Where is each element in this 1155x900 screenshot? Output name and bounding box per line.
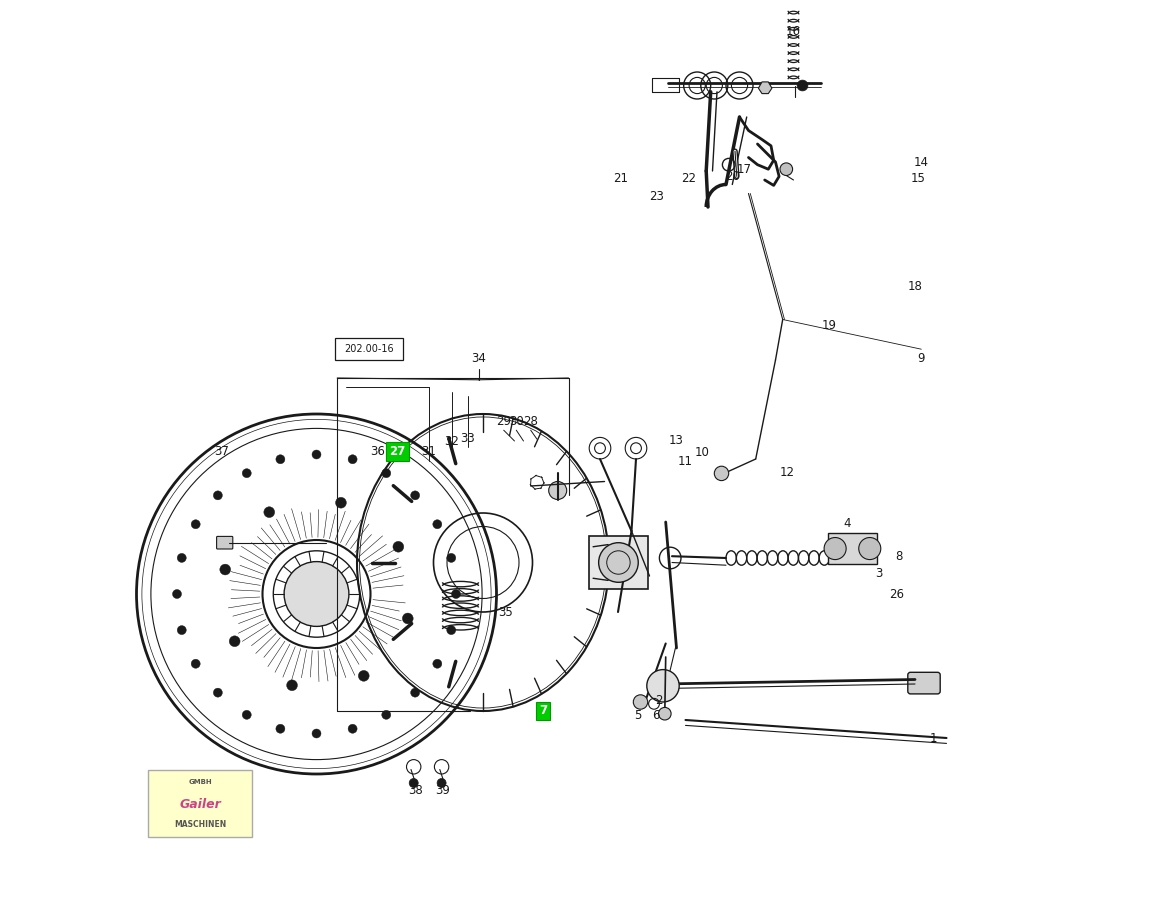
Circle shape: [214, 688, 223, 698]
Text: Gailer: Gailer: [179, 798, 221, 811]
Text: GMBH: GMBH: [188, 778, 211, 785]
Text: 20: 20: [725, 170, 739, 183]
Text: 26: 26: [889, 588, 904, 600]
Circle shape: [177, 554, 186, 562]
Text: 202.00-16: 202.00-16: [344, 344, 394, 355]
Circle shape: [549, 482, 567, 500]
Text: 1: 1: [930, 732, 937, 744]
Text: 23: 23: [649, 190, 664, 203]
Circle shape: [447, 554, 456, 562]
FancyBboxPatch shape: [589, 536, 648, 589]
Circle shape: [243, 710, 252, 719]
FancyBboxPatch shape: [828, 533, 877, 564]
Circle shape: [409, 778, 418, 788]
Text: 31: 31: [422, 446, 437, 458]
Circle shape: [336, 498, 346, 508]
FancyBboxPatch shape: [148, 770, 252, 837]
Circle shape: [276, 454, 285, 464]
Circle shape: [437, 778, 446, 788]
Text: 39: 39: [435, 784, 450, 796]
Circle shape: [382, 469, 390, 478]
Circle shape: [825, 537, 847, 560]
Circle shape: [633, 695, 648, 709]
Text: 9: 9: [917, 352, 925, 365]
Circle shape: [192, 520, 200, 529]
Polygon shape: [759, 82, 772, 94]
Circle shape: [312, 450, 321, 459]
Text: 6: 6: [653, 709, 660, 722]
Circle shape: [433, 520, 442, 529]
Text: 37: 37: [215, 446, 230, 458]
Text: 35: 35: [498, 606, 513, 618]
Circle shape: [598, 543, 639, 582]
Circle shape: [229, 635, 240, 646]
Text: 34: 34: [471, 352, 486, 365]
Circle shape: [192, 659, 200, 668]
Circle shape: [780, 163, 792, 176]
Text: 4: 4: [844, 518, 851, 530]
Text: 3: 3: [875, 567, 882, 580]
Circle shape: [393, 541, 404, 552]
Text: 33: 33: [461, 432, 475, 445]
Text: 28: 28: [523, 415, 538, 428]
Text: 7: 7: [539, 705, 547, 717]
Text: 14: 14: [914, 156, 929, 168]
Text: 21: 21: [613, 172, 628, 184]
Text: 36: 36: [371, 446, 385, 458]
Circle shape: [658, 707, 671, 720]
Text: MASCHINEN: MASCHINEN: [173, 821, 226, 830]
Text: 8: 8: [895, 550, 902, 562]
Text: 16: 16: [787, 25, 802, 38]
Circle shape: [348, 724, 357, 733]
Text: 27: 27: [390, 446, 405, 458]
Circle shape: [177, 626, 186, 634]
FancyBboxPatch shape: [908, 672, 940, 694]
Circle shape: [276, 724, 285, 733]
Circle shape: [286, 680, 298, 690]
Circle shape: [284, 562, 349, 626]
Circle shape: [411, 491, 419, 500]
Circle shape: [452, 590, 461, 598]
Circle shape: [402, 613, 413, 624]
Text: 32: 32: [444, 436, 459, 448]
Text: 13: 13: [669, 435, 684, 447]
FancyBboxPatch shape: [217, 536, 233, 549]
Text: 29: 29: [497, 415, 512, 428]
Circle shape: [859, 537, 881, 560]
Circle shape: [312, 729, 321, 738]
Circle shape: [172, 590, 181, 598]
Text: 38: 38: [408, 784, 423, 796]
Circle shape: [447, 626, 456, 634]
Text: 11: 11: [678, 455, 693, 468]
Text: 30: 30: [509, 415, 523, 428]
Circle shape: [214, 491, 223, 500]
Circle shape: [263, 507, 275, 517]
Text: 27: 27: [389, 446, 405, 458]
Circle shape: [348, 454, 357, 464]
Circle shape: [411, 688, 419, 698]
Text: 22: 22: [680, 172, 695, 184]
Text: 12: 12: [780, 466, 795, 479]
Text: 18: 18: [908, 280, 923, 292]
Circle shape: [433, 659, 442, 668]
Circle shape: [358, 670, 370, 681]
Circle shape: [382, 710, 390, 719]
Circle shape: [647, 670, 679, 702]
Text: 10: 10: [694, 446, 709, 459]
Text: 15: 15: [910, 172, 925, 184]
Circle shape: [219, 564, 231, 575]
Text: 19: 19: [822, 320, 837, 332]
Text: 5: 5: [634, 709, 641, 722]
Circle shape: [797, 80, 807, 91]
Text: 2: 2: [655, 694, 662, 706]
Circle shape: [714, 466, 729, 481]
Text: 17: 17: [737, 163, 752, 176]
Circle shape: [243, 469, 252, 478]
